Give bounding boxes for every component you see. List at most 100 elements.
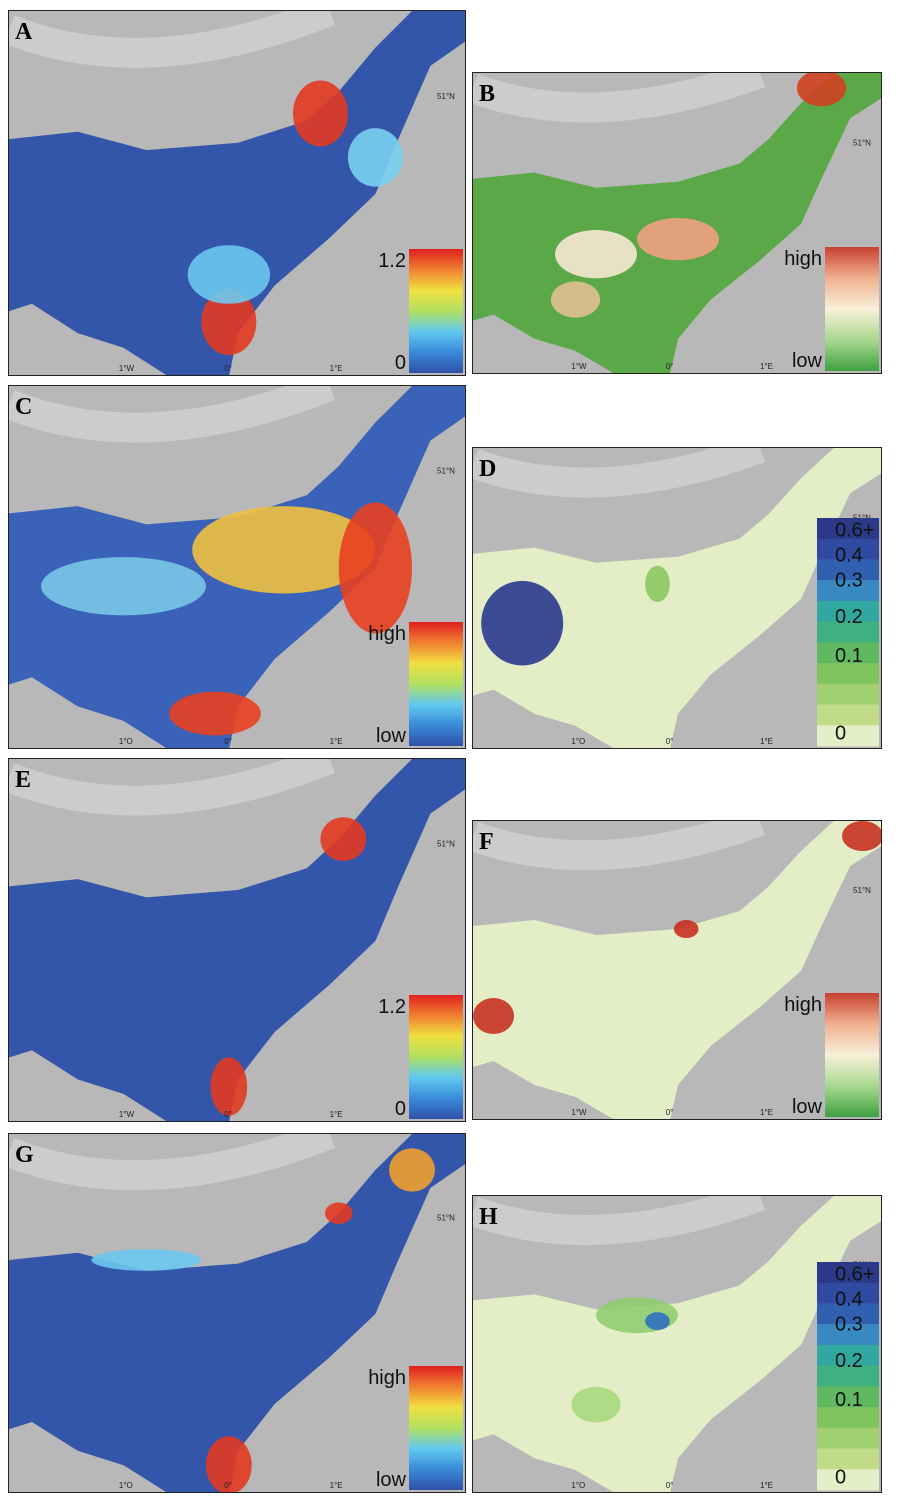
- legend-label: 1.2: [378, 996, 406, 1018]
- legend-step: [817, 725, 879, 746]
- lon-label: 0°: [224, 1481, 232, 1490]
- land-shade: [9, 759, 330, 801]
- panel-letter: G: [15, 1142, 34, 1168]
- hotspot: [645, 1312, 670, 1330]
- legend-label: 0: [835, 1466, 846, 1488]
- land-shade: [9, 1134, 330, 1175]
- legend-step: [817, 1469, 879, 1490]
- panel-letter: B: [479, 81, 495, 107]
- lon-label: 1°E: [330, 737, 343, 746]
- legend-label: high: [784, 248, 822, 270]
- lon-label: 0°: [666, 362, 674, 371]
- lon-label: 1°W: [571, 362, 587, 371]
- panel-letter: A: [15, 19, 33, 45]
- legend-label: low: [792, 350, 823, 372]
- legend-label: 0.6+: [835, 1263, 874, 1285]
- land-shade: [9, 11, 330, 53]
- lat-label: 51°N: [437, 1213, 455, 1222]
- legend-label: 0.3: [835, 570, 863, 592]
- legend-label: 0: [395, 352, 406, 374]
- legend-bar: [409, 1366, 463, 1490]
- hotspot: [339, 502, 412, 633]
- legend-label: high: [368, 623, 406, 645]
- lon-label: 1°E: [760, 362, 773, 371]
- lon-label: 0°: [666, 1481, 674, 1490]
- hotspot: [169, 692, 261, 736]
- hotspot: [551, 281, 600, 317]
- lon-label: 1°E: [760, 1108, 773, 1117]
- hotspot: [571, 1387, 620, 1423]
- legend-label: high: [784, 994, 822, 1016]
- lon-label: 1°E: [330, 1110, 343, 1119]
- lat-label: 51°N: [437, 92, 455, 101]
- lon-label: 1°E: [760, 1481, 773, 1490]
- legend-label: 0: [395, 1098, 406, 1120]
- lat-label: 51°N: [437, 839, 455, 848]
- lat-label: 51°N: [437, 466, 455, 475]
- legend-step: [817, 1428, 879, 1449]
- lon-label: 1°E: [330, 1481, 343, 1490]
- legend-label: low: [376, 1469, 407, 1491]
- legend-label: 0.1: [835, 645, 863, 667]
- land-shade: [473, 1196, 760, 1230]
- hotspot: [674, 920, 699, 938]
- lon-label: 0°: [224, 737, 232, 746]
- legend-label: low: [792, 1096, 823, 1118]
- legend-label: 0.2: [835, 1350, 863, 1372]
- lon-label: 0°: [666, 737, 674, 746]
- lon-label: 1°E: [760, 737, 773, 746]
- lon-label: 0°: [666, 1108, 674, 1117]
- figure: A 1°W 0° 1°E 51°N 1.2 0 B 1°W 0° 1°E 51°N high low C 1°…: [0, 0, 909, 1497]
- legend-step: [817, 684, 879, 705]
- hotspot: [481, 581, 563, 666]
- lon-label: 1°W: [119, 364, 135, 373]
- panel-letter: D: [479, 456, 496, 482]
- lon-label: 1°E: [330, 364, 343, 373]
- map-panel: H1°O0°1°E51°N0.6+0.40.30.20.10: [472, 1195, 882, 1493]
- hotspot: [211, 1057, 248, 1115]
- panel-letter: F: [479, 829, 494, 855]
- hotspot: [842, 821, 882, 851]
- hotspot: [637, 218, 719, 260]
- land-shade: [473, 821, 760, 855]
- lat-label: 51°N: [853, 886, 871, 895]
- lon-label: 1°O: [119, 1481, 133, 1490]
- hotspot: [555, 230, 637, 278]
- legend-label: 0: [835, 722, 846, 744]
- legend-bar: [825, 247, 879, 371]
- hotspot: [325, 1202, 352, 1224]
- legend-bar: [409, 995, 463, 1119]
- legend-label: low: [376, 725, 407, 747]
- legend-bar: [409, 249, 463, 373]
- lon-label: 1°W: [119, 1110, 135, 1119]
- legend-label: 0.3: [835, 1314, 863, 1336]
- hotspot: [473, 998, 514, 1034]
- hotspot: [188, 245, 270, 304]
- panel-letter: E: [15, 767, 31, 793]
- map-panel: C1°O0°1°E51°Nhighlow: [8, 385, 466, 749]
- panel-letter: H: [479, 1204, 498, 1230]
- legend-label: 1.2: [378, 250, 406, 272]
- hotspot: [91, 1249, 201, 1271]
- map-panel: G1°O0°1°E51°Nhighlow: [8, 1133, 466, 1493]
- legend-label: 0.6+: [835, 519, 874, 541]
- hotspot: [645, 566, 670, 602]
- legend-label: 0.1: [835, 1389, 863, 1411]
- legend-step: [817, 1449, 879, 1470]
- hotspot: [293, 81, 348, 147]
- legend-label: 0.2: [835, 606, 863, 628]
- legend-bar: [409, 622, 463, 746]
- lon-label: 1°W: [571, 1108, 587, 1117]
- legend-label: 0.4: [835, 1288, 863, 1310]
- land-shade: [9, 386, 330, 428]
- legend-bar: [825, 993, 879, 1117]
- panel-letter: C: [15, 394, 32, 420]
- lon-label: 1°O: [571, 737, 585, 746]
- land-shade: [473, 448, 760, 483]
- hotspot: [41, 557, 206, 615]
- legend-step: [817, 705, 879, 726]
